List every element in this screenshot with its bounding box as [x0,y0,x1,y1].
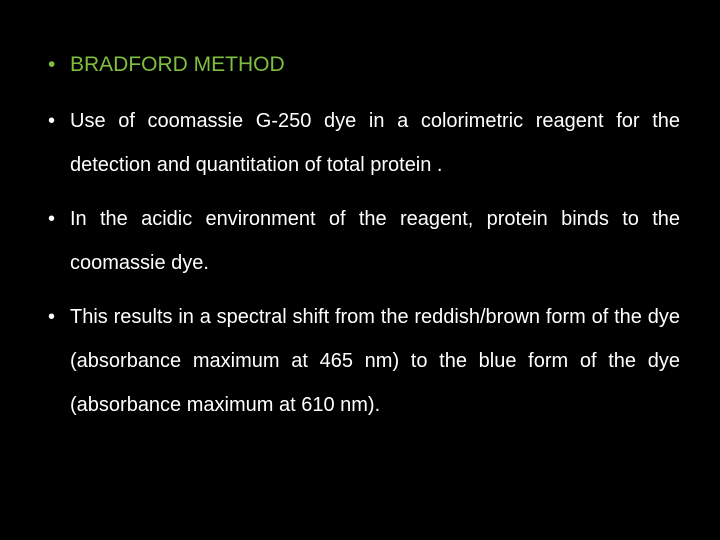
slide-title-bullet: BRADFORD METHOD [40,50,680,79]
bullet-text: Use of coomassie G-250 dye in a colorime… [70,110,680,176]
bullet-text: BRADFORD METHOD [70,53,285,76]
bullet-text: In the acidic environment of the reagent… [70,208,680,274]
slide-body-bullet: In the acidic environment of the reagent… [40,197,680,285]
bullet-text: This results in a spectral shift from th… [70,306,680,416]
slide-bullet-list: BRADFORD METHOD Use of coomassie G-250 d… [40,50,680,427]
slide-body-bullet: Use of coomassie G-250 dye in a colorime… [40,99,680,187]
slide-body-bullet: This results in a spectral shift from th… [40,295,680,427]
